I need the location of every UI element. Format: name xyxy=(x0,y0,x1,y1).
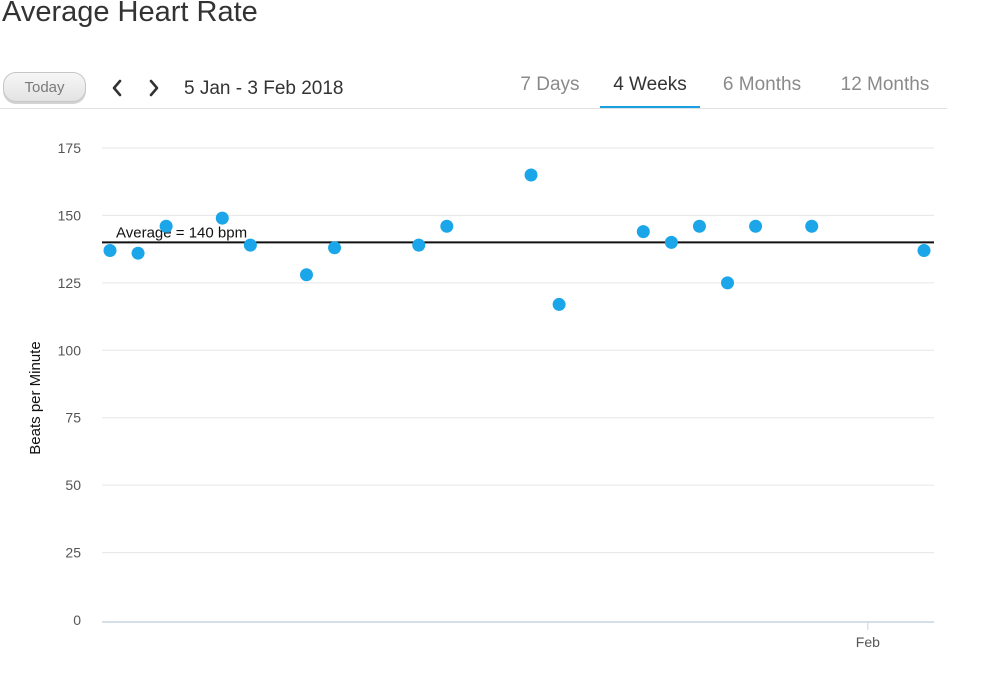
next-period-button[interactable] xyxy=(142,76,166,100)
data-point[interactable] xyxy=(636,225,650,239)
x-tick-label: Feb xyxy=(856,634,880,650)
data-point[interactable] xyxy=(524,168,538,182)
today-button[interactable]: Today xyxy=(3,72,86,102)
data-point[interactable] xyxy=(805,219,819,233)
page-title: Average Heart Rate xyxy=(2,0,258,28)
tab-6-months[interactable]: 6 Months xyxy=(722,74,802,95)
gridlines xyxy=(102,147,934,554)
data-point[interactable] xyxy=(328,241,342,255)
data-point[interactable] xyxy=(131,246,145,260)
y-tick-label: 100 xyxy=(58,342,82,358)
data-point[interactable] xyxy=(299,268,313,282)
data-point[interactable] xyxy=(552,297,566,311)
data-point[interactable] xyxy=(243,238,257,252)
chevron-right-icon xyxy=(149,79,159,97)
y-tick-label: 125 xyxy=(58,275,82,291)
average-label: Average = 140 bpm xyxy=(116,224,247,241)
y-axis-ticks: 0 25 50 75 100 125 150 175 xyxy=(58,140,82,628)
data-point[interactable] xyxy=(440,219,454,233)
data-point[interactable] xyxy=(159,219,173,233)
toolbar-divider xyxy=(0,108,947,109)
y-tick-label: 50 xyxy=(65,477,81,493)
y-tick-label: 0 xyxy=(73,612,81,628)
data-points xyxy=(103,168,931,311)
y-tick-label: 25 xyxy=(65,545,81,561)
data-point[interactable] xyxy=(215,211,229,225)
y-tick-label: 150 xyxy=(58,207,82,223)
y-tick-label: 175 xyxy=(58,140,82,156)
data-point[interactable] xyxy=(664,235,678,249)
data-point[interactable] xyxy=(917,243,931,257)
data-point[interactable] xyxy=(692,219,706,233)
tab-4-weeks[interactable]: 4 Weeks xyxy=(600,73,700,109)
tab-7-days[interactable]: 7 Days xyxy=(520,74,580,95)
chevron-left-icon xyxy=(112,79,122,97)
y-axis-title: Beats per Minute xyxy=(27,341,44,454)
y-tick-label: 75 xyxy=(65,410,81,426)
date-range-label: 5 Jan - 3 Feb 2018 xyxy=(184,78,344,99)
data-point[interactable] xyxy=(749,219,763,233)
data-point[interactable] xyxy=(412,238,426,252)
x-axis-ticks: Feb xyxy=(856,622,880,650)
data-point[interactable] xyxy=(103,243,117,257)
previous-period-button[interactable] xyxy=(105,76,129,100)
tab-12-months[interactable]: 12 Months xyxy=(840,74,930,95)
data-point[interactable] xyxy=(721,276,735,290)
